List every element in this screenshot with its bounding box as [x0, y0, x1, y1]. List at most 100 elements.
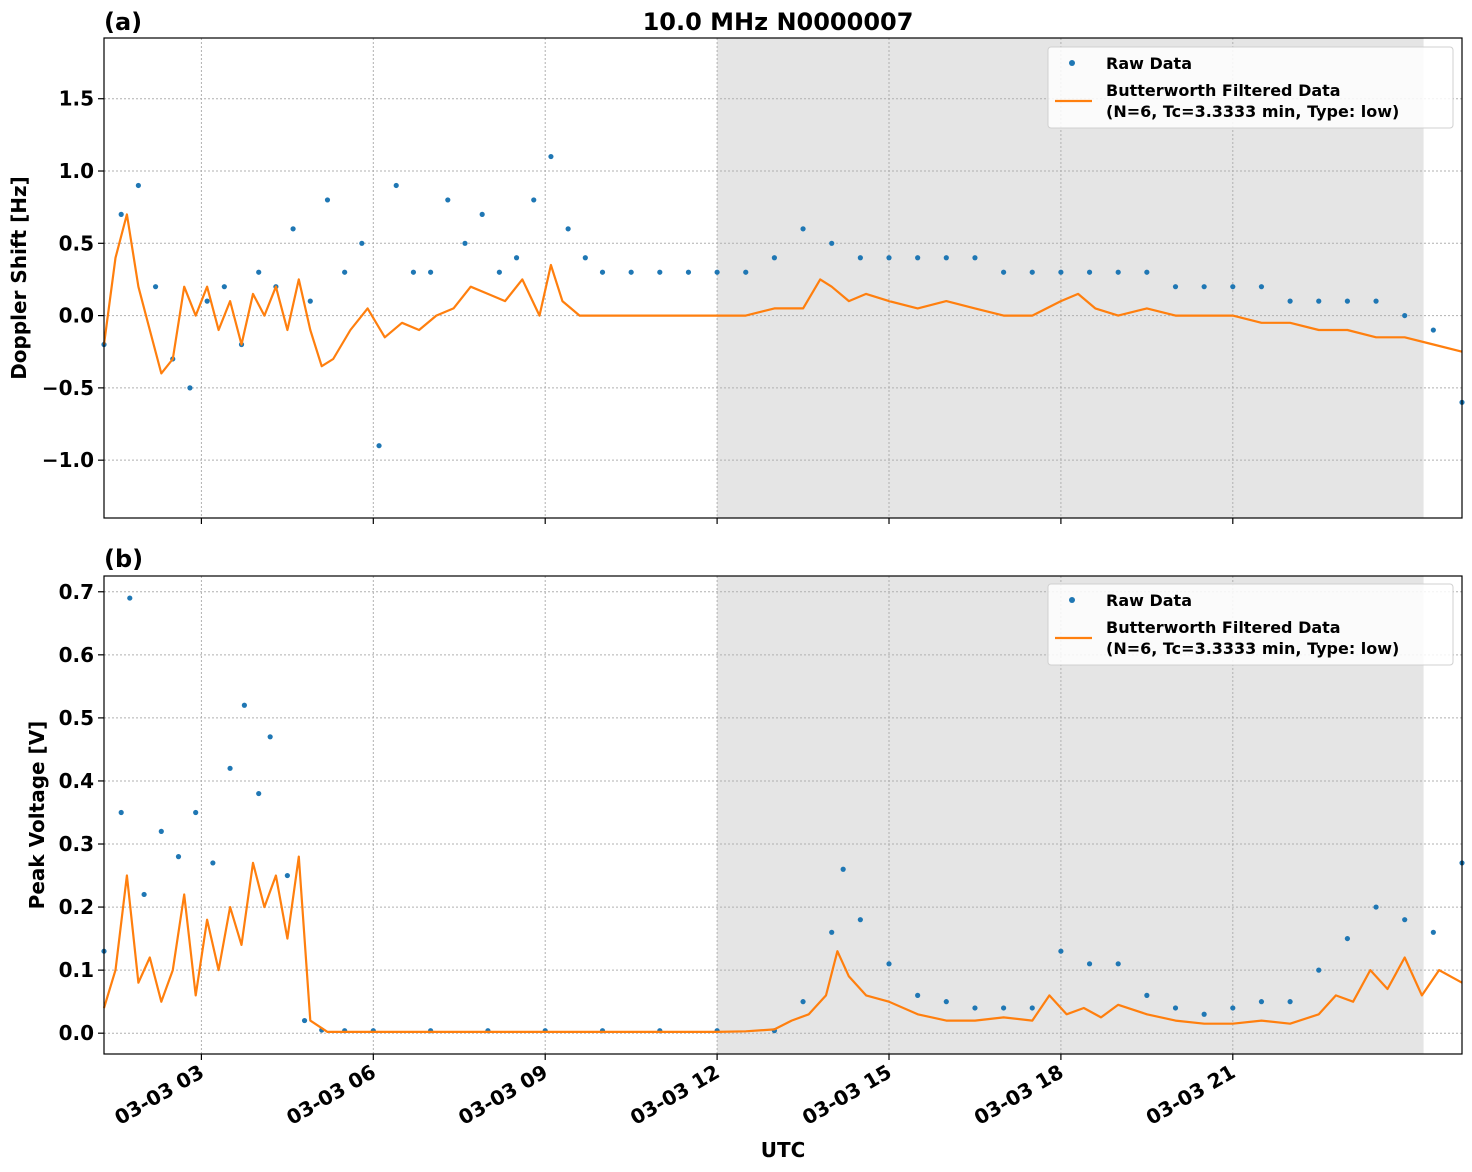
- y-tick-label: 1.5: [59, 87, 94, 111]
- raw-data-point: [599, 269, 606, 275]
- raw-data-point: [943, 999, 949, 1005]
- y-tick-label: 0.0: [59, 304, 94, 328]
- y-tick-label: 0.3: [59, 832, 94, 856]
- x-tick-label: 03-03 09: [454, 1060, 552, 1130]
- raw-data-point: [829, 929, 835, 935]
- raw-data-point: [743, 269, 749, 275]
- raw-data-point: [342, 269, 348, 275]
- raw-data-point: [410, 269, 417, 275]
- panel-b: (b) 0.00.10.20.30.40.50.60.7 03-03 03 03-…: [25, 545, 1465, 1130]
- raw-data-point: [1058, 948, 1064, 954]
- raw-data-point: [582, 255, 588, 261]
- panel-a-filtered-line: [102, 213, 1463, 375]
- raw-data-point: [127, 595, 133, 601]
- raw-data-point: [1402, 312, 1408, 319]
- x-tick-label: 03-03 03: [110, 1060, 208, 1130]
- raw-data-point: [915, 992, 921, 998]
- panel-a-label: (a): [104, 8, 142, 36]
- panel-b-filtered-line: [102, 855, 1463, 1033]
- raw-data-point: [1430, 929, 1436, 935]
- raw-data-point: [1344, 298, 1351, 304]
- panel-b-legend-filtered-detail: (N=6, Tc=3.3333 min, Type: low): [1106, 639, 1399, 658]
- raw-data-point: [267, 734, 273, 740]
- raw-data-point: [1115, 269, 1121, 275]
- raw-data-point: [886, 255, 892, 261]
- raw-data-point: [1029, 1005, 1035, 1011]
- panel-b-y-ticks: 0.0 0.1 0.2 0.3 0.4 0.5 0.6 0.7: [59, 580, 104, 1045]
- y-tick-label: −1.0: [42, 448, 94, 472]
- raw-data-point: [1373, 298, 1379, 304]
- panel-b-legend-raw-marker: [1069, 597, 1075, 603]
- raw-data-point: [1316, 298, 1322, 304]
- x-tick-label: 03-03 21: [1142, 1060, 1240, 1130]
- panel-b-legend: Raw Data Butterworth Filtered Data (N=6,…: [1047, 583, 1454, 666]
- raw-data-point: [210, 860, 216, 866]
- x-axis-label: UTC: [761, 1138, 806, 1162]
- raw-data-point: [1344, 935, 1351, 942]
- figure-title: 10.0 MHz N0000007: [643, 8, 914, 36]
- y-tick-label: 0.1: [59, 958, 94, 982]
- panel-a: (a) −1.0 −0.5 0.0 0.5 1.0 1.5 Doppler Shift […: [7, 8, 1465, 524]
- raw-data-point: [1144, 269, 1150, 275]
- panel-b-raw-data: [101, 595, 1465, 1034]
- raw-data-point: [1402, 917, 1408, 923]
- raw-data-point: [227, 765, 233, 771]
- raw-data-point: [1001, 1005, 1007, 1011]
- raw-data-point: [141, 891, 147, 898]
- raw-data-point: [1172, 284, 1179, 290]
- panel-a-legend-box: [1047, 46, 1454, 129]
- raw-data-point: [221, 284, 227, 290]
- raw-data-point: [324, 197, 331, 203]
- panel-a-legend-filtered-detail: (N=6, Tc=3.3333 min, Type: low): [1106, 102, 1399, 121]
- raw-data-point: [685, 269, 692, 275]
- raw-data-point: [1258, 999, 1265, 1005]
- raw-data-point: [800, 226, 806, 232]
- panel-b-legend-raw-label: Raw Data: [1106, 591, 1192, 610]
- raw-data-point: [628, 269, 634, 275]
- raw-data-point: [479, 211, 485, 217]
- raw-data-point: [1316, 967, 1322, 973]
- raw-data-point: [175, 854, 182, 860]
- raw-data-point: [1230, 284, 1236, 290]
- y-tick-label: 0.7: [59, 580, 94, 604]
- raw-data-point: [513, 255, 520, 261]
- raw-data-point: [1230, 1005, 1236, 1011]
- raw-data-point: [1172, 1005, 1179, 1011]
- raw-data-point: [1144, 992, 1150, 998]
- raw-data-point: [1430, 327, 1436, 333]
- y-tick-label: 0.5: [59, 706, 94, 730]
- raw-data-point: [857, 255, 863, 261]
- raw-data-point: [301, 1017, 308, 1024]
- panel-a-legend-raw-marker: [1069, 60, 1075, 66]
- panel-b-legend-box: [1047, 583, 1454, 666]
- raw-data-point: [1058, 269, 1064, 275]
- raw-data-point: [1115, 961, 1121, 967]
- raw-data-point: [915, 255, 921, 261]
- raw-data-point: [1001, 269, 1007, 275]
- raw-data-point: [771, 255, 778, 261]
- raw-data-point: [972, 255, 978, 261]
- y-tick-label: 1.0: [59, 159, 94, 183]
- y-tick-label: 0.5: [59, 231, 94, 255]
- raw-data-point: [829, 240, 835, 246]
- y-tick-label: 0.2: [59, 895, 94, 919]
- panel-b-ylabel: Peak Voltage [V]: [25, 721, 49, 910]
- raw-data-point: [1086, 961, 1093, 967]
- raw-data-point: [158, 828, 164, 834]
- raw-data-point: [1258, 284, 1265, 290]
- panel-a-ylabel: Doppler Shift [Hz]: [7, 176, 31, 380]
- raw-data-point: [118, 211, 124, 217]
- panel-a-legend: Raw Data Butterworth Filtered Data (N=6,…: [1047, 46, 1454, 129]
- raw-data-point: [1029, 269, 1035, 275]
- x-tick-label: 03-03 18: [970, 1060, 1068, 1130]
- raw-data-point: [548, 153, 554, 160]
- raw-data-point: [204, 298, 210, 304]
- x-tick-label: 03-03 06: [282, 1060, 380, 1130]
- raw-data-point: [886, 961, 892, 967]
- x-tick-label: 03-03 12: [626, 1060, 724, 1130]
- raw-data-point: [187, 385, 193, 391]
- raw-data-point: [840, 866, 846, 872]
- raw-data-point: [307, 298, 313, 304]
- raw-data-point: [376, 443, 382, 449]
- panel-b-frame: [103, 575, 1463, 1055]
